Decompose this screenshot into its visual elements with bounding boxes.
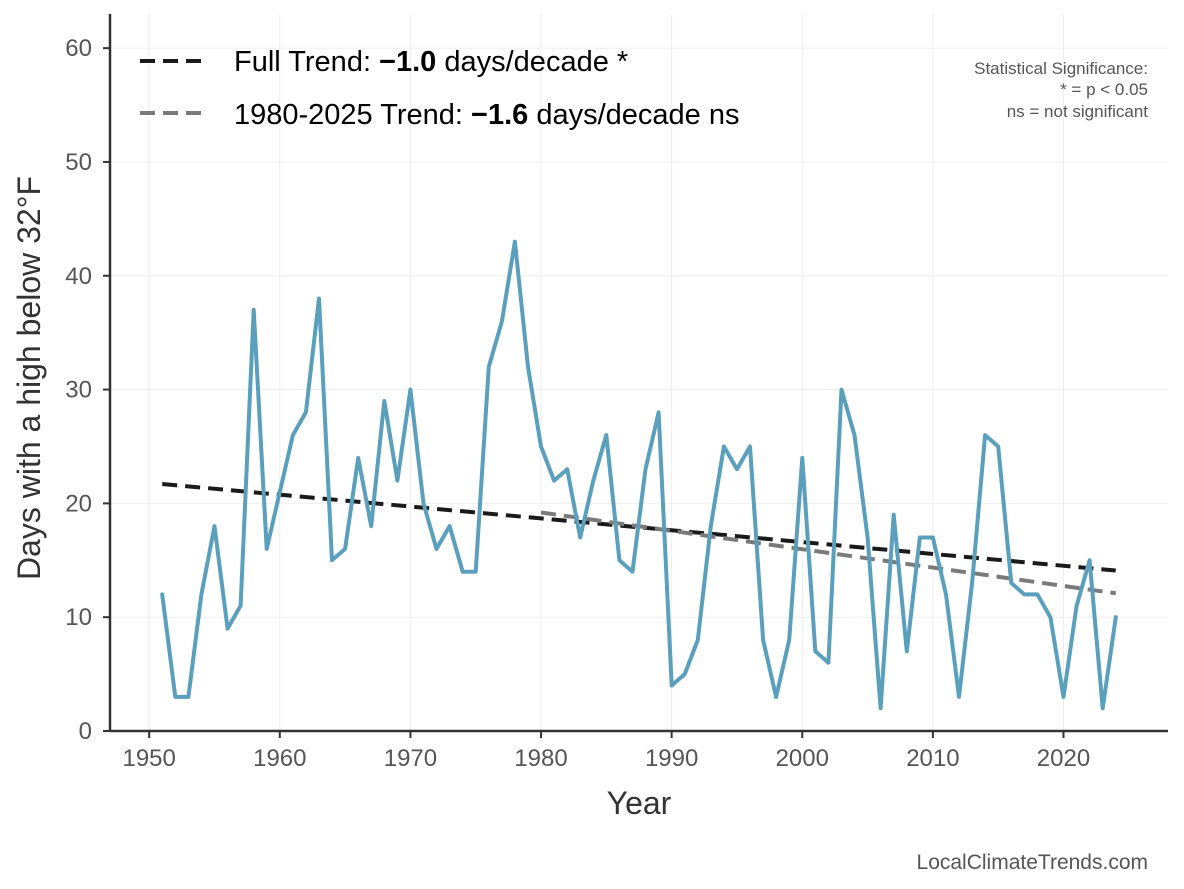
significance-star: * = p < 0.05 [1060,80,1148,99]
site-credit: LocalClimateTrends.com [917,851,1148,874]
y-tick-label-10: 10 [65,604,92,631]
y-tick-label-20: 20 [65,490,92,517]
x-axis-title: Year [607,785,672,821]
y-axis-title: Days with a high below 32°F [11,176,47,580]
legend-value-recent-trend: −1.6 [471,99,528,131]
x-tick-label-1950: 1950 [122,745,175,772]
x-tick-label-1990: 1990 [645,745,698,772]
y-tick-label-60: 60 [65,35,92,62]
x-ticks: 1950 1960 1970 1980 1990 2000 2010 2020 [122,731,1090,772]
legend-label-full-trend: Full Trend: −1.0 days/decade * [234,46,628,78]
legend-prefix-recent-trend: 1980-2025 Trend: [234,99,471,131]
legend-label-recent-trend: 1980-2025 Trend: −1.6 days/decade ns [234,99,739,131]
y-ticks: 0 10 20 30 40 50 60 [65,35,110,745]
y-tick-label-0: 0 [79,718,92,745]
data-series [160,239,1118,711]
legend: Full Trend: −1.0 days/decade * 1980-2025… [140,46,739,131]
series-line-0 [160,239,1118,711]
legend-suffix-full-trend: days/decade * [436,46,628,78]
axes [108,14,1168,733]
legend-prefix-full-trend: Full Trend: [234,46,379,78]
x-tick-label-1960: 1960 [253,745,306,772]
significance-ns: ns = not significant [1007,102,1149,121]
x-tick-label-1970: 1970 [384,745,437,772]
x-tick-label-2020: 2020 [1037,745,1090,772]
x-tick-label-1980: 1980 [514,745,567,772]
legend-suffix-recent-trend: days/decade ns [528,99,739,131]
x-tick-label-2000: 2000 [776,745,829,772]
y-tick-label-30: 30 [65,377,92,404]
significance-title: Statistical Significance: [974,59,1148,78]
y-tick-label-40: 40 [65,263,92,290]
x-tick-label-2010: 2010 [906,745,959,772]
legend-value-full-trend: −1.0 [379,46,436,78]
y-tick-label-50: 50 [65,149,92,176]
grid-lines [110,14,1168,732]
significance-note: Statistical Significance: * = p < 0.05 n… [974,59,1148,121]
